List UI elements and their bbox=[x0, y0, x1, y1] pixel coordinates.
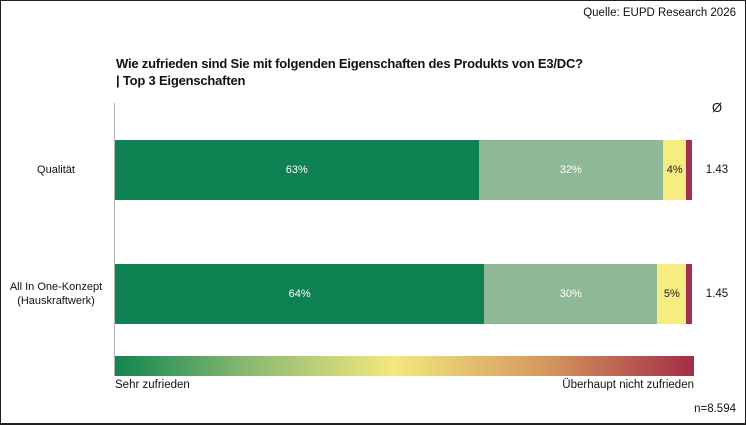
satisfaction-scale-labels: Sehr zufrieden Überhaupt nicht zufrieden bbox=[115, 379, 694, 391]
stacked-bar: 64% 30% 5% bbox=[115, 264, 692, 324]
stacked-bar: 63% 32% 4% bbox=[115, 140, 692, 200]
bar-segment: 4% bbox=[663, 140, 687, 200]
source-label: Quelle: EUPD Research 2026 bbox=[583, 7, 736, 19]
chart-title: Wie zufrieden sind Sie mit folgenden Eig… bbox=[116, 55, 716, 89]
bar-segment: 32% bbox=[478, 140, 664, 200]
category-label: All In One-Konzept (Hauskraftwerk) bbox=[1, 264, 111, 324]
sample-size-label: n=8.594 bbox=[694, 403, 736, 415]
average-column-header: Ø bbox=[711, 100, 723, 115]
chart-title-line2: | Top 3 Eigenschaften bbox=[116, 73, 246, 88]
y-axis-line bbox=[114, 103, 115, 376]
scale-left-label: Sehr zufrieden bbox=[115, 379, 190, 391]
category-label-line: Qualität bbox=[37, 164, 75, 176]
bar-segment: 5% bbox=[657, 264, 687, 324]
bar-segment bbox=[686, 140, 692, 200]
bar-segment: 63% bbox=[115, 140, 479, 200]
category-label-line: All In One-Konzept bbox=[9, 281, 103, 293]
bar-segment: 64% bbox=[115, 264, 485, 324]
bar-segment: 30% bbox=[484, 264, 658, 324]
category-label: Qualität bbox=[1, 140, 111, 200]
average-value: 1.45 bbox=[705, 288, 729, 300]
average-value: 1.43 bbox=[705, 164, 729, 176]
satisfaction-scale-gradient bbox=[115, 356, 694, 376]
chart-title-line1: Wie zufrieden sind Sie mit folgenden Eig… bbox=[116, 56, 583, 71]
category-label-line: (Hauskraftwerk) bbox=[17, 295, 95, 307]
scale-right-label: Überhaupt nicht zufrieden bbox=[562, 379, 694, 391]
bar-segment bbox=[686, 264, 692, 324]
